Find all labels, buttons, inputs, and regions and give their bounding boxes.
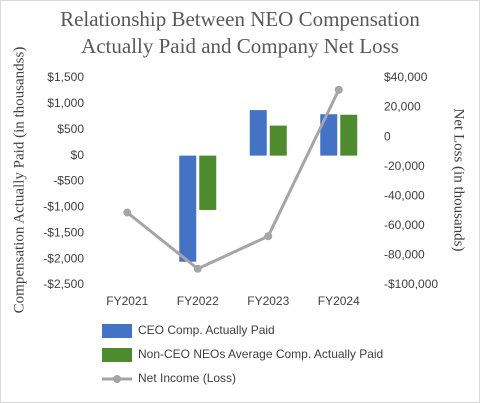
line-marker [264,232,273,241]
line-marker [123,208,132,217]
y2-tick-label: -20,000 [384,159,425,173]
y-tick-label: $500 [57,122,84,136]
y2-tick-label: -80,000 [384,248,425,262]
y-tick-label: -$1,500 [43,225,84,239]
legend-label: Net Income (Loss) [138,371,236,385]
legend-swatch [102,324,132,338]
line [126,89,341,271]
legend-label: Non-CEO NEOs Average Comp. Actually Paid [138,347,383,361]
y2-tick-label: -60,000 [384,218,425,232]
y2-tick-label: -40,000 [384,188,425,202]
y2-tick-label: -$100,000 [384,277,438,291]
y-tick-label: -$2,000 [43,251,84,265]
y-tick-label: -$500 [53,174,84,188]
y-tick-label: $0 [71,148,85,162]
x-tick-label: FY2024 [318,294,360,308]
legend-marker [113,375,121,383]
x-tick-label: FY2022 [177,294,219,308]
line-marker [334,85,343,94]
chart-title: Relationship Between NEO Compensation Ac… [60,7,420,58]
y2-tick-label: 0 [384,129,391,143]
y-tick-label: $1,000 [47,96,84,110]
y-tick-label: $1,500 [47,70,84,84]
bar [269,125,287,156]
bar [199,155,217,210]
bar [179,155,197,262]
y-axis-label: Compensation Actually Paid (in thousands… [11,47,27,314]
x-tick-label: FY2023 [247,294,289,308]
y2-tick-label: 20,000 [384,100,421,114]
legend-label: CEO Comp. Actually Paid [138,323,275,337]
y2-axis-label: Net Loss (in thousands) [451,109,467,252]
y-tick-label: -$1,000 [43,200,84,214]
line-marker [193,264,202,273]
y-tick-label: -$2,500 [43,277,84,291]
legend-swatch [102,348,132,362]
bar [320,114,338,156]
bar [340,114,358,156]
x-tick-label: FY2021 [106,294,148,308]
y2-tick-label: $40,000 [384,70,428,84]
bar [249,110,267,156]
